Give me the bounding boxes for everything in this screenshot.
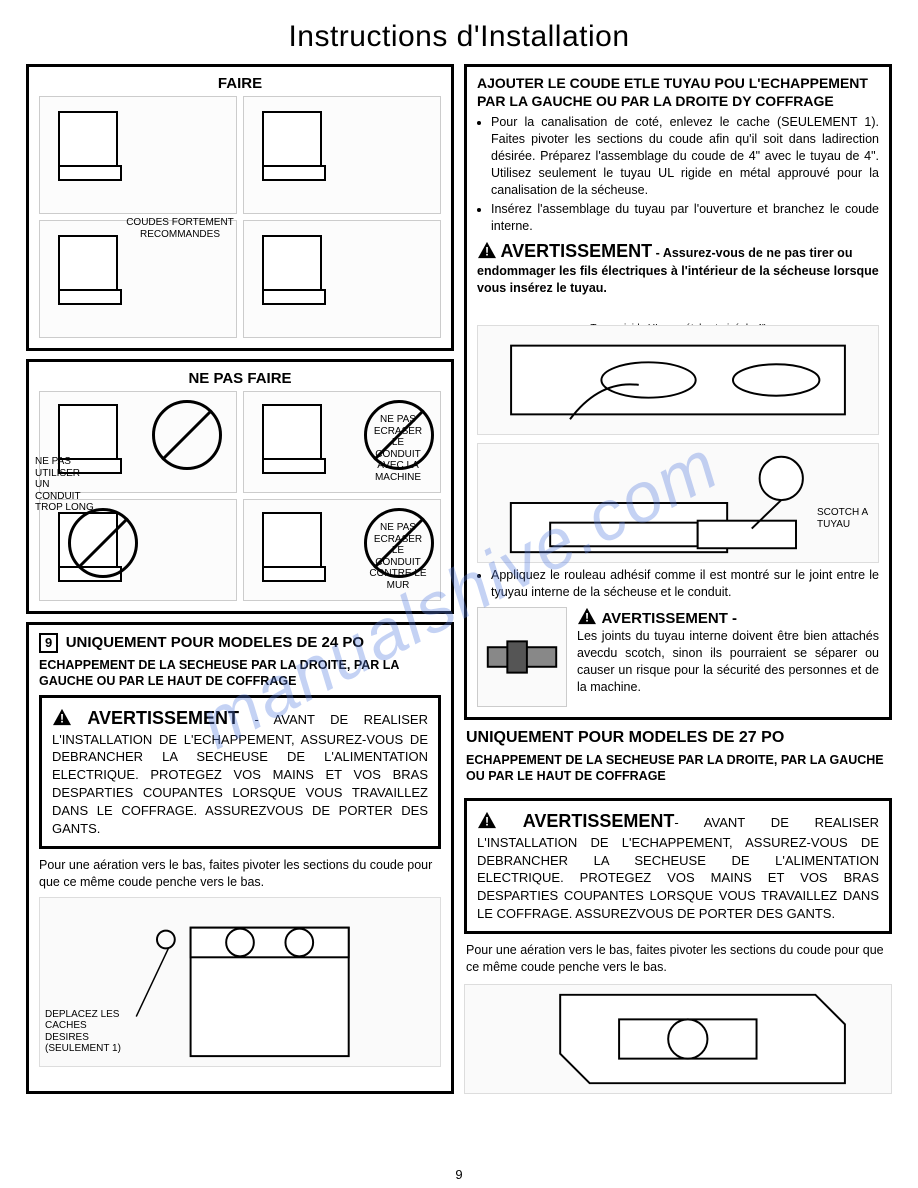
faire-title: FAIRE bbox=[39, 75, 441, 92]
warning-triangle-icon: ! bbox=[477, 811, 497, 829]
nepas-annot2: NE PAS ECRASER LE CONDUIT AVEC LA MACHIN… bbox=[368, 414, 428, 483]
right-tape-diagram: SCOTCH A TUYAU bbox=[477, 443, 879, 563]
right-top-bullet3: Appliquez le rouleau adhésif comme il es… bbox=[491, 567, 879, 601]
warning-triangle-icon: ! bbox=[477, 241, 497, 259]
svg-text:!: ! bbox=[60, 712, 64, 726]
step9-subheading: ECHAPPEMENT DE LA SECHEUSE PAR LA DROITE… bbox=[39, 657, 441, 690]
svg-text:!: ! bbox=[485, 245, 489, 259]
pipe-insert-diagram bbox=[477, 325, 879, 435]
step9-bottom-text: Pour une aération vers le bas, faites pi… bbox=[39, 857, 441, 891]
nepas-diagram-4: NE PAS ECRASER LE CONDUIT CONTRE LE MUR bbox=[243, 499, 441, 601]
nepas-panel: NE PAS FAIRE NE PAS ECRASER LE CONDUIT A… bbox=[26, 359, 454, 614]
faire-diagram-4 bbox=[243, 220, 441, 338]
right-27po-subheading: ECHAPPEMENT DE LA SECHEUSE PAR LA DROITE… bbox=[466, 752, 890, 785]
page-number: 9 bbox=[0, 1167, 918, 1182]
warning-triangle-icon: ! bbox=[52, 708, 72, 726]
right-warn2-row: ! AVERTISSEMENT - Les joints du tuyau in… bbox=[477, 607, 879, 707]
right-27po-warning-block: ! AVERTISSEMENT- AVANT DE REALISER L'INS… bbox=[464, 798, 892, 934]
faire-diagram-2 bbox=[243, 96, 441, 214]
right-pipe-diagram: Tuyau rigide UL en métal autorisé de 4" bbox=[477, 325, 879, 435]
nepas-diagram-3 bbox=[39, 499, 237, 601]
right-warn2-label: AVERTISSEMENT - bbox=[601, 610, 737, 627]
step9-bottom-diagram: DEPLACEZ LES CACHES DESIRES (SEULEMENT 1… bbox=[39, 897, 441, 1067]
tape-joint-thumb bbox=[477, 607, 567, 707]
nepas-annot3: NE PAS ECRASER LE CONDUIT CONTRE LE MUR bbox=[368, 522, 428, 591]
faire-annotation: COUDES FORTEMENT RECOMMANDES bbox=[125, 217, 235, 240]
step9-warn-body: - AVANT DE REALISER L'INSTALLATION DE L'… bbox=[52, 712, 428, 836]
step9-warning-text: ! AVERTISSEMENT - AVANT DE REALISER L'IN… bbox=[52, 706, 428, 838]
right-warn2-head: ! AVERTISSEMENT - bbox=[577, 607, 879, 628]
nepas-diagram-2: NE PAS ECRASER LE CONDUIT AVEC LA MACHIN… bbox=[243, 391, 441, 493]
faire-diagram-1 bbox=[39, 96, 237, 214]
right-top-bullet1: Pour la canalisation de coté, enlevez le… bbox=[491, 114, 879, 198]
step9-warning-block: ! AVERTISSEMENT - AVANT DE REALISER L'IN… bbox=[39, 695, 441, 849]
right-27po-warning-text: ! AVERTISSEMENT- AVANT DE REALISER L'INS… bbox=[477, 809, 879, 923]
right-top-bullets2: Appliquez le rouleau adhésif comme il es… bbox=[477, 567, 879, 601]
right-27po-diagram bbox=[464, 984, 892, 1094]
right-column: AJOUTER LE COUDE ETLE TUYAU POU L'ECHAPP… bbox=[464, 64, 892, 1094]
right-top-bullets: Pour la canalisation de coté, enlevez le… bbox=[477, 114, 879, 235]
right-warn1-label: AVERTISSEMENT bbox=[500, 241, 652, 261]
nepas-annot1: NE PAS UTILISER UN CONDUIT TROP LONG bbox=[35, 456, 95, 514]
step9-heading-row: 9 UNIQUEMENT POUR MODELES DE 24 PO bbox=[39, 633, 441, 653]
nepas-diagram-grid: NE PAS ECRASER LE CONDUIT AVEC LA MACHIN… bbox=[39, 391, 441, 601]
tape-joint-diagram bbox=[477, 443, 879, 563]
right-27po-warn-label: AVERTISSEMENT bbox=[523, 811, 675, 831]
step9-bottom-annotation: DEPLACEZ LES CACHES DESIRES (SEULEMENT 1… bbox=[45, 1009, 125, 1055]
faire-panel: FAIRE COUDES FORTEMENT RECOMMANDES bbox=[26, 64, 454, 351]
step9-panel: 9 UNIQUEMENT POUR MODELES DE 24 PO ECHAP… bbox=[26, 622, 454, 1094]
right-27po-heading-block: UNIQUEMENT POUR MODELES DE 27 PO ECHAPPE… bbox=[464, 728, 892, 791]
faire-diagram-grid bbox=[39, 96, 441, 338]
svg-text:!: ! bbox=[485, 815, 489, 829]
right-27po-heading: UNIQUEMENT POUR MODELES DE 27 PO bbox=[466, 728, 890, 748]
tape-annotation: SCOTCH A TUYAU bbox=[817, 507, 877, 530]
svg-text:!: ! bbox=[585, 611, 589, 625]
nepas-title: NE PAS FAIRE bbox=[39, 370, 441, 387]
right-warn2-body: Les joints du tuyau interne doivent être… bbox=[577, 628, 879, 696]
right-top-bullet2: Insérez l'assemblage du tuyau par l'ouve… bbox=[491, 201, 879, 235]
left-column: FAIRE COUDES FORTEMENT RECOMMANDES NE PA… bbox=[26, 64, 454, 1094]
right-warn1: ! AVERTISSEMENT - Assurez-vous de ne pas… bbox=[477, 239, 879, 297]
warning-triangle-icon: ! bbox=[577, 607, 597, 625]
two-column-layout: FAIRE COUDES FORTEMENT RECOMMANDES NE PA… bbox=[26, 64, 892, 1094]
step9-warn-label: AVERTISSEMENT bbox=[87, 708, 239, 728]
step9-heading: UNIQUEMENT POUR MODELES DE 24 PO bbox=[66, 634, 364, 651]
right-27po-bottom-text: Pour une aération vers le bas, faites pi… bbox=[464, 942, 892, 976]
right-top-heading: AJOUTER LE COUDE ETLE TUYAU POU L'ECHAPP… bbox=[477, 75, 879, 110]
step-number-box: 9 bbox=[39, 633, 58, 653]
right-top-panel: AJOUTER LE COUDE ETLE TUYAU POU L'ECHAPP… bbox=[464, 64, 892, 720]
page-title: Instructions d'Installation bbox=[26, 20, 892, 54]
